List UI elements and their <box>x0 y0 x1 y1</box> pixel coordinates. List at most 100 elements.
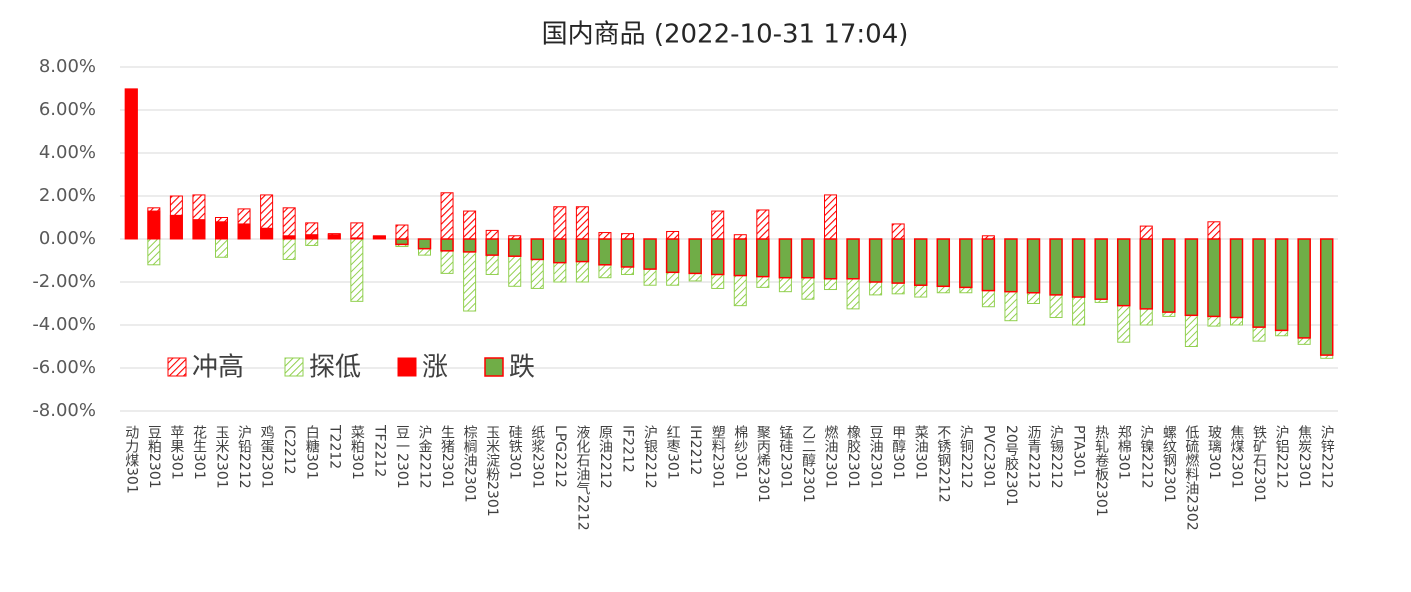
x-tick-label: 豆油2301 <box>868 425 884 489</box>
x-tick-label: 沪铅2212 <box>236 425 252 489</box>
fall-bar <box>1026 238 1041 294</box>
x-tick-label: 玻璃301 <box>1206 425 1222 480</box>
y-tick-label: 0.00% <box>39 228 96 249</box>
fall-bar <box>553 238 567 264</box>
x-tick-label: IH2212 <box>687 425 703 475</box>
high-bar <box>666 230 680 240</box>
legend-label: 探低 <box>309 353 361 383</box>
fall-bar <box>846 238 860 280</box>
fall-bar <box>1319 238 1334 356</box>
x-tick-label: 原油2212 <box>597 425 613 489</box>
fall-bar <box>868 238 883 283</box>
x-tick-label: 燃油2301 <box>823 424 839 488</box>
fall-bar <box>462 238 477 253</box>
x-tick-label: 乙二醇2301 <box>800 425 816 503</box>
x-tick-label: 生猪2301 <box>439 425 455 489</box>
chart-title: 国内商品 (2022-10-31 17:04) <box>542 20 909 50</box>
high-bar <box>350 222 364 240</box>
x-tick-label: 豆一2301 <box>394 425 410 489</box>
fall-bar <box>440 238 454 252</box>
fall-bar <box>417 238 432 250</box>
x-tick-label: LPG2212 <box>552 425 568 488</box>
fall-bar <box>778 238 793 279</box>
fall-bar <box>1094 238 1108 300</box>
fall-bar <box>643 238 657 270</box>
legend-swatch <box>484 357 504 377</box>
fall-bar <box>620 238 635 268</box>
x-tick-label: 低硫燃料油2302 <box>1183 425 1199 531</box>
x-tick-label: 动力煤301 <box>123 425 139 494</box>
rise-bar <box>372 235 386 240</box>
fall-bar <box>1184 238 1199 317</box>
legend-swatch <box>284 357 304 377</box>
high-bar <box>824 194 837 240</box>
y-tick-label: 2.00% <box>39 185 96 206</box>
fall-bar <box>507 238 522 257</box>
fall-bar <box>1116 238 1131 307</box>
x-tick-label: 鸡蛋2301 <box>259 424 275 488</box>
high-bar <box>891 223 905 240</box>
fall-bar <box>1071 238 1086 298</box>
high-bar <box>621 233 634 240</box>
x-tick-label: 玉米淀粉2301 <box>484 425 500 517</box>
fall-bar <box>1229 238 1244 319</box>
x-tick-label: 焦炭2301 <box>1296 425 1312 489</box>
low-bar <box>350 238 364 302</box>
rise-bar <box>124 88 138 240</box>
x-tick-label: 菜粕301 <box>349 425 365 480</box>
fall-bar <box>710 238 725 276</box>
y-tick-label: -8.00% <box>32 400 96 421</box>
y-tick-label: -6.00% <box>32 357 96 378</box>
x-tick-label: 沪铝2212 <box>1274 425 1290 489</box>
y-tick-label: 4.00% <box>39 142 96 163</box>
fall-bar <box>823 238 838 280</box>
fall-bar <box>598 238 612 266</box>
rise-bar <box>260 227 274 240</box>
fall-bar <box>575 238 590 263</box>
low-bar <box>305 238 319 246</box>
x-tick-label: 铁矿石2301 <box>1251 425 1267 503</box>
x-tick-label: 花生301 <box>191 425 207 480</box>
rise-bar <box>215 221 228 240</box>
x-tick-label: TF2212 <box>371 424 387 477</box>
x-tick-label: 郑棉301 <box>1116 425 1132 480</box>
high-bar <box>463 210 477 240</box>
legend-label: 涨 <box>422 353 448 383</box>
fall-bar <box>801 238 815 279</box>
fall-bar <box>688 238 702 275</box>
x-tick-label: 沪银2212 <box>642 425 658 489</box>
x-tick-label: 液化石油气2212 <box>574 425 590 531</box>
x-tick-label: 20号胶2301 <box>1003 425 1019 506</box>
fall-bar <box>395 238 409 246</box>
fall-bar <box>1274 238 1289 332</box>
x-tick-label: 沪铜2212 <box>958 425 974 489</box>
high-bar <box>575 206 589 240</box>
rise-bar <box>350 237 364 240</box>
x-tick-label: 菜油301 <box>913 425 929 480</box>
y-tick-label: -4.00% <box>32 314 96 335</box>
x-tick-label: 不锈钢2212 <box>935 425 951 503</box>
high-bar <box>282 207 296 240</box>
low-bar <box>215 238 228 258</box>
x-tick-label: T2212 <box>326 424 342 469</box>
high-bar <box>395 224 409 240</box>
y-tick-label: 8.00% <box>39 56 96 77</box>
x-tick-label: 锰硅2301 <box>777 425 793 489</box>
rise-bar <box>169 214 183 240</box>
fall-bar <box>756 238 770 278</box>
x-tick-label: 沪金2212 <box>417 425 433 489</box>
x-tick-label: 苹果301 <box>168 425 184 480</box>
x-tick-label: 沪锡2212 <box>1048 425 1064 489</box>
x-tick-label: 硅铁301 <box>507 425 523 480</box>
x-tick-label: 橡胶2301 <box>845 425 861 489</box>
rise-bar <box>147 210 161 240</box>
x-tick-label: 沪锌2212 <box>1319 425 1335 489</box>
fall-bar <box>1162 238 1176 313</box>
y-tick-label: -2.00% <box>32 271 96 292</box>
x-tick-label: 棕榈油2301 <box>462 425 478 503</box>
x-tick-label: PTA301 <box>1071 425 1087 477</box>
high-bar <box>553 206 567 240</box>
rise-bar <box>327 234 341 240</box>
rise-bar <box>305 234 319 240</box>
